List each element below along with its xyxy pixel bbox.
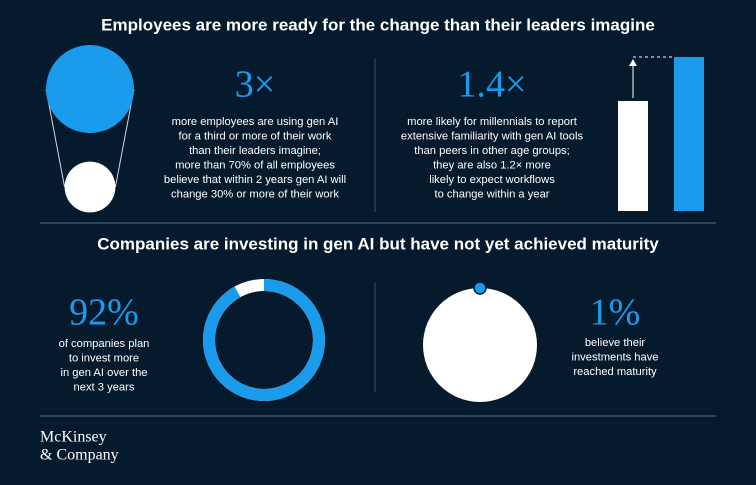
- bar: [618, 101, 648, 211]
- stat-text: for a third or more of their work: [179, 130, 332, 142]
- stat-number: 1.4×: [458, 64, 527, 106]
- stat-text: next 3 years: [74, 381, 135, 393]
- stat-text: reached maturity: [573, 366, 657, 378]
- small-circle: [64, 161, 116, 213]
- heading: Companies are investing in gen AI but ha…: [97, 234, 659, 253]
- stat-text: to invest more: [69, 352, 139, 364]
- stat-text: investments have: [571, 351, 658, 363]
- logo: McKinsey: [40, 429, 107, 446]
- stat-text: more likely for millennials to report: [407, 116, 578, 128]
- stat-text: change 30% or more of their work: [171, 188, 339, 200]
- pie: [423, 288, 537, 402]
- big-circle: [46, 45, 134, 133]
- stat-text: they are also 1.2× more: [433, 159, 551, 171]
- connector: [114, 88, 135, 188]
- arrow-head: [629, 59, 637, 66]
- heading: Employees are more ready for the change …: [101, 15, 655, 34]
- stat-text: to change within a year: [434, 188, 549, 200]
- bar: [674, 57, 704, 211]
- donut-arc: [203, 279, 325, 401]
- stat-text: more than 70% of all employees: [175, 159, 335, 171]
- connector: [45, 88, 66, 188]
- logo: & Company: [40, 447, 119, 464]
- stat-text: in gen AI over the: [60, 367, 147, 379]
- stat-text: than peers in other age groups;: [414, 145, 570, 157]
- stat-number: 92%: [69, 292, 139, 334]
- stat-text: than their leaders imagine;: [189, 145, 321, 157]
- stat-text: extensive familiarity with gen AI tools: [401, 130, 584, 142]
- stat-text: more employees are using gen AI: [172, 116, 339, 128]
- stat-text: believe their: [585, 337, 646, 349]
- stat-text: likely to expect workflows: [429, 174, 555, 186]
- stat-text: believe that within 2 years gen AI will: [164, 174, 346, 186]
- stat-number: 3×: [235, 64, 275, 106]
- stat-number: 1%: [590, 292, 641, 334]
- stat-text: of companies plan: [59, 338, 150, 350]
- dot: [473, 281, 487, 295]
